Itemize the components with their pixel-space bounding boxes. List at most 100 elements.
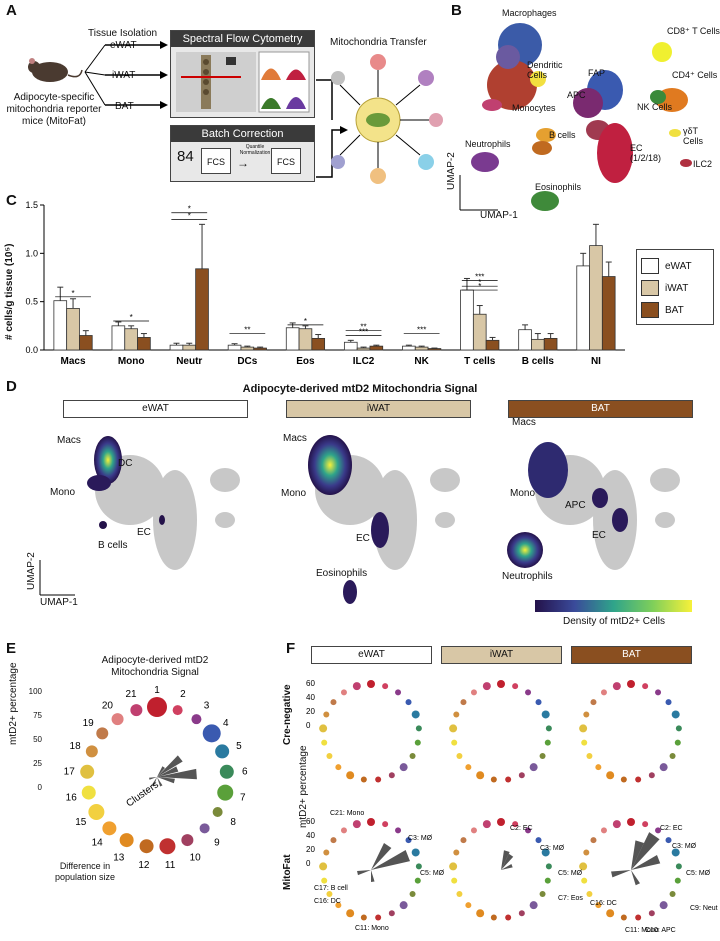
f-cluster-dot [367, 818, 375, 826]
f-cluster-dot [600, 689, 607, 696]
panel-e-title-2: Mitochondria Signal [111, 667, 199, 678]
d-bat-macs: Macs [512, 417, 536, 428]
legend-item-ewat: eWAT [641, 258, 709, 274]
f-cluster-dot [388, 772, 395, 779]
f-wedge [370, 870, 375, 882]
f-cluster-dot [367, 680, 375, 688]
d-iwat-mono: Mono [281, 488, 307, 499]
f-cluster-dot [529, 763, 538, 772]
bar-iwat-bcells [531, 338, 545, 351]
sig-mark: * [478, 282, 481, 291]
e-ytick-0: 0 [37, 783, 42, 792]
cluster-ec [597, 123, 633, 183]
cluster-dot-6 [219, 764, 234, 779]
f-cluster-dot [497, 680, 505, 688]
f-cluster-dot [321, 739, 328, 746]
legend-swatch-ewat [641, 258, 659, 274]
cluster-number-13: 13 [113, 852, 125, 863]
d-bat-neutrophils: Neutrophils [502, 571, 553, 582]
bar-bat-eos [311, 337, 326, 351]
cluster-number-16: 16 [66, 793, 78, 804]
sig-mark: *** [417, 326, 426, 335]
cluster-number-20: 20 [102, 700, 114, 711]
bar-ewat-tcells [460, 289, 474, 351]
fcs-output-icon: FCS [271, 148, 301, 174]
f-cluster-dot [453, 849, 460, 856]
tissue-isolation-label: Tissue Isolation [88, 28, 158, 39]
f-cluster-dot [482, 682, 491, 691]
label-dendritic: Dendritic Cells [527, 60, 563, 80]
f-cluster-dot [375, 776, 382, 783]
depot-header-iwat: iWAT [286, 400, 471, 418]
f-cluster-dot [627, 680, 635, 688]
radial-cluster-plot: 1 23456789101112131415161718192021Cluster… [64, 685, 248, 871]
cluster-dot-10 [181, 834, 194, 847]
e-ytick-25: 25 [33, 759, 42, 768]
sig-mark: * [478, 278, 481, 287]
f-ytick-top: 60 [306, 679, 315, 688]
f-cluster-dot [505, 914, 512, 921]
bar-iwat-mono [124, 328, 138, 351]
density-bat-neutrophils [507, 532, 543, 568]
cluster-dot-12 [139, 839, 154, 854]
e-yticks: 100 75 50 25 0 [28, 680, 42, 800]
f-cluster-dot [612, 682, 621, 691]
f-cluster-dot [581, 877, 588, 884]
f-cluster-dot [512, 821, 519, 828]
depot-header-ewat: eWAT [63, 400, 248, 418]
f-cluster-label: C9: Neut [690, 905, 718, 912]
panel-label-f: F [286, 640, 296, 657]
f-cluster-dot [659, 763, 668, 772]
f-cluster-dot [642, 683, 649, 690]
legend-label-iwat: iWAT [665, 282, 689, 294]
f-cluster-dot [545, 725, 552, 732]
label-cd4: CD4⁺ Cells [672, 70, 718, 80]
bar-bat-ni [601, 276, 616, 351]
d-bat-mono: Mono [510, 488, 536, 499]
f-cluster-dot [352, 820, 361, 829]
f-cluster-dot [352, 682, 361, 691]
f-cluster-dot [525, 827, 532, 834]
cluster-dot-2 [172, 705, 183, 716]
d-ewat-bcells: B cells [98, 540, 128, 551]
bar-iwat-neutr [182, 344, 197, 351]
d-ewat-ec: EC [137, 527, 151, 538]
cluster-dot-7 [217, 784, 234, 801]
f-cluster-dot [545, 863, 552, 870]
cluster-dot-8 [212, 807, 223, 817]
f-cluster-dot [449, 862, 458, 871]
cluster-dot-1 [147, 697, 167, 717]
f-cluster-dot [535, 837, 542, 844]
mtd2-wedge [157, 755, 183, 777]
cluster-21 [482, 99, 502, 111]
f-cluster-dot [512, 683, 519, 690]
f-cluster-dot [544, 877, 551, 884]
f-cluster-dot [382, 683, 389, 690]
category-label-bcells: B cells [522, 356, 555, 367]
mouse-caption-line2: mitochondria reporter [6, 104, 102, 115]
cluster-dot-11 [159, 838, 176, 855]
cluster-3 [496, 45, 520, 69]
f-cluster-label: C17: B cell [314, 885, 348, 892]
bar-iwat-macs [66, 308, 80, 351]
d-iwat-macs: Macs [283, 433, 307, 444]
mouse-branch-diagram [28, 41, 168, 109]
f-cluster-dot [518, 772, 525, 779]
e-ytick-100: 100 [28, 687, 42, 696]
mtd2-wedge [157, 768, 197, 780]
sig-mark: * [304, 317, 307, 326]
f-wedge [371, 849, 411, 870]
panel-label-a: A [6, 2, 17, 19]
label-macrophages: Macrophages [502, 8, 557, 18]
e-ylabel: mtD2+ percentage [8, 662, 19, 745]
f-header-bat: BAT [571, 646, 692, 664]
cluster-9 [471, 152, 499, 172]
f-cluster-dot [321, 877, 328, 884]
f-cluster-label: C7: Eos [558, 895, 583, 902]
f-cluster-dot [586, 753, 593, 759]
label-ilc2: ILC2 [693, 159, 713, 169]
label-neutrophils: Neutrophils [465, 139, 511, 149]
f-cluster-dot [405, 699, 412, 706]
mtd2-wedge [157, 777, 175, 784]
d-umap-y: UMAP-2 [26, 552, 37, 590]
